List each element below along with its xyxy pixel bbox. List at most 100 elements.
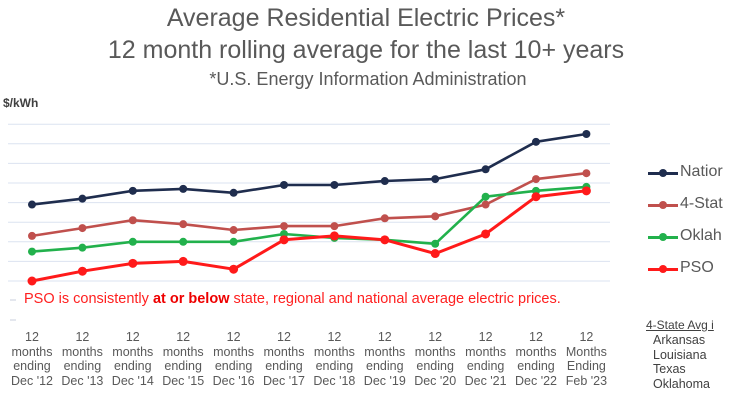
data-point xyxy=(229,237,238,246)
data-point xyxy=(431,239,440,248)
x-tick-label: 12 Months Ending Feb '23 xyxy=(560,330,612,388)
legend-label: 4-Stat xyxy=(680,195,723,212)
x-tick-label-line: months xyxy=(465,344,507,359)
x-tick-label-line: 12 xyxy=(377,330,392,344)
x-tick-label-line: 12 xyxy=(478,330,493,344)
legend-item: 4-Stat xyxy=(648,195,730,215)
series-line xyxy=(31,189,587,283)
x-tick-label-line: months xyxy=(61,344,103,359)
x-tick-label-line: ending xyxy=(114,359,152,373)
data-point xyxy=(78,224,87,233)
data-point xyxy=(77,266,87,276)
gridlines xyxy=(8,123,610,321)
legend-label: PSO xyxy=(680,259,714,276)
x-tick-label-line: 12 xyxy=(529,330,543,344)
x-tick-label-line: ending xyxy=(265,359,303,373)
chart-subtitle: 12 month rolling average for the last 10… xyxy=(107,36,625,64)
x-tick-label: 12 months ending Dec '22 xyxy=(510,330,562,388)
data-point xyxy=(128,216,137,225)
x-tick-label-line: ending xyxy=(366,359,404,373)
data-point xyxy=(431,175,440,184)
x-tick-label-line: ending xyxy=(214,359,253,373)
x-tick-label: 12 months ending Dec '16 xyxy=(208,330,260,388)
x-tick-label-line: Dec '18 xyxy=(313,373,356,388)
x-tick-label-line: Dec '20 xyxy=(414,373,457,388)
data-point xyxy=(582,130,591,138)
data-point xyxy=(78,194,87,203)
legend-swatch-marker xyxy=(659,169,667,177)
series-lines xyxy=(27,130,591,286)
data-point xyxy=(532,137,540,146)
data-point xyxy=(179,220,188,229)
x-tick-label-line: months xyxy=(414,344,456,359)
x-tick-label-line: 12 xyxy=(327,330,342,344)
legend-swatch-marker xyxy=(659,265,667,273)
x-tick-label-line: months xyxy=(213,344,255,359)
data-point xyxy=(280,222,288,231)
x-tick-label-line: 12 xyxy=(25,330,39,344)
data-point xyxy=(280,180,288,189)
state-name: Texas xyxy=(653,362,686,376)
x-tick-label: 12 months ending Dec '21 xyxy=(460,330,512,388)
x-tick-label-line: ending xyxy=(466,359,505,373)
data-point xyxy=(128,258,138,268)
data-point xyxy=(380,214,389,223)
x-tick-label: 12 months ending Dec '13 xyxy=(56,330,108,388)
state-name: Louisiana xyxy=(653,347,707,362)
x-tick-label-line: 12 xyxy=(125,330,140,344)
data-point xyxy=(229,264,239,274)
x-tick-label-line: Dec '17 xyxy=(263,373,305,388)
y-axis-label: $/kWh xyxy=(3,96,39,110)
x-tick-label-line: months xyxy=(515,344,557,359)
data-point xyxy=(380,177,389,186)
legend-swatch-marker xyxy=(659,201,667,209)
x-tick-label-line: 12 xyxy=(579,330,594,344)
x-tick-label-line: Dec '13 xyxy=(61,373,104,388)
data-point xyxy=(481,165,490,174)
series-pso xyxy=(27,186,591,286)
data-point xyxy=(229,226,238,235)
x-tick-label-line: Dec '16 xyxy=(212,373,255,388)
x-tick-label: 12 months ending Dec '20 xyxy=(409,330,461,388)
series-line xyxy=(31,132,587,206)
data-point xyxy=(581,186,591,196)
legend-label: Oklah xyxy=(680,227,722,244)
chart-title: Average Residential Electric Prices* xyxy=(166,4,566,32)
x-tick-label-line: ending xyxy=(164,359,202,373)
legend-item: Natior xyxy=(648,163,730,183)
x-tick-label-line: months xyxy=(263,344,305,359)
x-tick-label-line: ending xyxy=(315,359,354,373)
x-tick-label-line: months xyxy=(313,344,355,359)
data-point xyxy=(329,231,339,241)
data-point xyxy=(128,237,137,246)
x-tick-label: 12 months ending Dec '12 xyxy=(6,330,58,388)
x-tick-label-line: ending xyxy=(63,359,102,373)
x-tick-label-line: Ending xyxy=(566,359,606,373)
data-point xyxy=(28,231,36,240)
data-point xyxy=(330,180,339,189)
x-tick-label-line: ending xyxy=(517,359,555,373)
data-point xyxy=(178,256,188,266)
series-4-state xyxy=(28,169,591,240)
data-point xyxy=(531,192,541,202)
x-tick-label-line: 12 xyxy=(277,330,291,344)
data-point xyxy=(179,237,188,246)
states-box-title: 4-State Avg i xyxy=(646,318,714,332)
x-tick-label-line: Dec '14 xyxy=(111,373,154,388)
data-point xyxy=(128,186,137,195)
data-point xyxy=(380,235,390,245)
legend-swatch-marker xyxy=(659,233,667,241)
x-tick-label-line: 12 xyxy=(75,330,90,344)
source-note: *U.S. Energy Information Administration xyxy=(209,69,527,89)
state-name: Arkansas xyxy=(653,333,706,347)
x-tick-label: 12 months ending Dec '14 xyxy=(107,330,159,388)
data-point xyxy=(481,229,491,239)
series-line xyxy=(31,185,587,253)
x-tick-label-line: Months xyxy=(565,344,607,359)
x-tick-label-line: ending xyxy=(13,359,51,373)
data-point xyxy=(229,188,238,197)
data-point xyxy=(532,175,540,184)
x-tick-label-line: ending xyxy=(416,359,454,373)
x-tick-label-line: Dec '22 xyxy=(515,373,557,388)
data-point xyxy=(78,243,87,252)
